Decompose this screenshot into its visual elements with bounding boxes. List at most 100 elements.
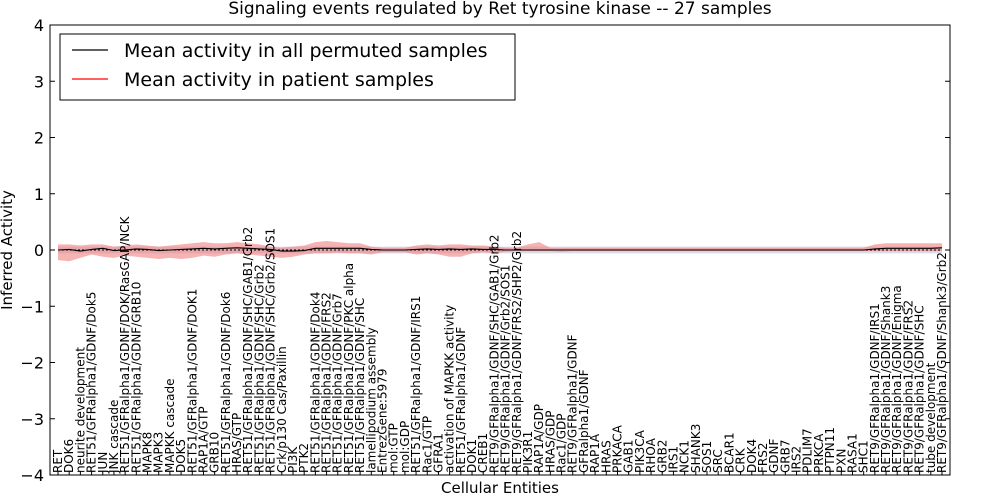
x-tick-label: MAPK3 xyxy=(152,432,166,473)
x-tick-label: RHOA xyxy=(644,437,658,473)
y-tick-label: 2 xyxy=(34,129,44,148)
x-tick-label: PI3K xyxy=(286,446,300,473)
x-tick-label: GFRA1 xyxy=(432,433,446,473)
y-tick-label: −2 xyxy=(20,354,44,373)
x-tick-label: SRC xyxy=(711,449,725,473)
x-tick-label: GAB1 xyxy=(622,440,636,473)
x-tick-label: PTPN11 xyxy=(823,427,837,473)
x-tick-label: RET9/GFRalpha1/GDNF/FRS2 xyxy=(901,300,915,473)
x-tick-label: RET51/GFRalpha1/GDNF/IRS1 xyxy=(409,296,423,473)
x-tick-label: HRAS/GTP xyxy=(230,413,244,473)
y-axis: 4 3 2 1 0 −1 −2 −3 −4 xyxy=(20,16,950,485)
x-axis-ticks xyxy=(57,471,943,475)
y-tick-label: −4 xyxy=(20,466,44,485)
x-axis-label: Cellular Entities xyxy=(441,479,559,497)
x-tick-label: GRB7 xyxy=(778,439,792,473)
x-tick-label: RET9/GFRalpha1/GDNF/Enigma xyxy=(890,285,904,473)
x-tick-label: CREB1 xyxy=(476,433,490,473)
x-tick-label: RAP1A xyxy=(588,433,602,473)
x-tick-label: RET9/GFRalpha1/GDNF xyxy=(566,334,580,473)
chart-title: Signaling events regulated by Ret tyrosi… xyxy=(228,0,771,19)
y-tick-label: 4 xyxy=(34,16,44,35)
x-tick-label: HRAS/GDP xyxy=(543,410,557,473)
x-tick-label: RET51/GFRalpha1/GDNF/PKC alpha xyxy=(342,263,356,473)
x-tick-label: FRS2 xyxy=(756,443,770,474)
x-tick-label: mol:GTP xyxy=(387,423,401,473)
x-tick-label: RAP1A/GTP xyxy=(197,406,211,473)
x-tick-label: RET51/GFRalpha1/GDNF/SHC xyxy=(353,298,367,473)
x-tick-label: activation of MAPKK activity xyxy=(443,305,457,473)
x-tick-label: RET xyxy=(51,449,65,473)
x-tick-label: JNK cascade xyxy=(107,400,121,474)
x-tick-label: RET51/GFRalpha1/GDNF/SHC/Grb2/SOS1 xyxy=(264,228,278,473)
x-tick-label: RAP1A/GDP xyxy=(532,404,546,473)
x-tick-label: PTK2 xyxy=(297,443,311,473)
x-tick-label: MAPK8 xyxy=(141,432,155,473)
x-tick-label: DOK5 xyxy=(174,439,188,473)
x-tick-label: RET9/GFRalpha1/GDNF/Shank3/Grb2 xyxy=(935,252,949,473)
x-tick-label: DOK6 xyxy=(62,439,76,473)
x-tick-label: PXN xyxy=(834,449,848,473)
x-tick-label: EntrezGene:5979 xyxy=(376,369,390,474)
y-axis-label: Inferred Activity xyxy=(0,190,16,310)
x-tick-label: Rac1/GDP xyxy=(555,414,569,473)
x-tick-label: Crk/p130 Cas/Paxillin xyxy=(275,346,289,473)
x-tick-label: GDNF xyxy=(767,438,781,473)
x-tick-label: Rac1/GTP xyxy=(420,416,434,473)
y-tick-label: 1 xyxy=(34,185,44,204)
x-tick-label: tube development xyxy=(924,362,938,473)
x-tick-label: RET9/GFRalpha1/GDNF/SHC xyxy=(913,305,927,473)
x-tick-label: CRK xyxy=(734,447,748,473)
y-tick-label: −3 xyxy=(20,410,44,429)
x-tick-label: JUN xyxy=(96,452,110,474)
legend-label-permuted: Mean activity in all permuted samples xyxy=(124,40,487,62)
x-tick-label: HRAS xyxy=(599,440,613,473)
patient-band xyxy=(58,241,942,262)
x-tick-label: RET51/GFRalpha1/GDNF/Dok6 xyxy=(219,292,233,473)
x-tick-label: RET51/GFRalpha1/GDNF/Dok4 xyxy=(308,292,322,473)
x-tick-label: RET9/GFRalpha1/GDNF/SHC/GAB1/Grb2 xyxy=(487,234,501,473)
x-tick-label: SOS1 xyxy=(700,441,714,473)
x-tick-label: MAPKK cascade xyxy=(163,378,177,473)
series-line-patient xyxy=(57,247,943,252)
x-tick-label: RASA1 xyxy=(846,433,860,473)
x-tick-label: PIK3CA xyxy=(633,429,647,473)
x-tick-label: PRKACA xyxy=(611,424,625,473)
x-tick-label: DOK1 xyxy=(465,439,479,473)
y-tick-label: −1 xyxy=(20,297,44,316)
x-tick-label: RET9/GFRalpha1/GDNF/FRS2/SHP2/Grb2 xyxy=(510,231,524,473)
x-tick-label: RET51/GFRalpha1/GDNF/Grb7 xyxy=(331,293,345,473)
x-tick-label: RET51/GFRalpha1/GDNF/SHC/Grb2 xyxy=(252,264,266,473)
x-tick-label: DOK4 xyxy=(745,439,759,473)
x-tick-label: IRS2 xyxy=(790,446,804,473)
x-tick-label: NCK1 xyxy=(678,440,692,473)
lines-layer xyxy=(57,247,943,252)
x-tick-label: mol:GDP xyxy=(398,421,412,473)
x-tick-label: SHC1 xyxy=(857,440,871,473)
x-tick-label: RET51/GFRalpha1/GDNF/DOK/RasGAP/NCK xyxy=(118,215,132,473)
x-tick-label: lamellipodium assembly xyxy=(364,327,378,473)
x-tick-label: SHANK3 xyxy=(689,424,703,473)
x-tick-label: neurite development xyxy=(73,347,87,473)
x-tick-label: RET9/GFRalpha1/GDNF/Shank3 xyxy=(879,286,893,473)
x-tick-label: GRB2 xyxy=(655,439,669,473)
x-tick-label: PIK3R1 xyxy=(521,431,535,473)
legend-box xyxy=(59,33,516,101)
x-tick-label: IRS1 xyxy=(666,446,680,473)
x-tick-label: RET51/GFRalpha1/GDNF xyxy=(454,327,468,473)
x-tick-label: GFRalpha1/GDNF xyxy=(577,369,591,473)
y-tick-label: 3 xyxy=(34,72,44,91)
x-tick-label: RET51/GFRalpha1/GDNF/GRB10 xyxy=(129,282,143,473)
x-tick-label: RET51/GFRalpha1/GDNF/Dok5 xyxy=(85,292,99,473)
x-tick-label: RET51/GFRalpha1/GDNF/SHC/GAB1/Grb2 xyxy=(241,227,255,473)
x-tick-label: BCAR1 xyxy=(722,432,736,473)
x-tick-label: GRB10 xyxy=(208,432,222,473)
legend-label-patient: Mean activity in patient samples xyxy=(124,69,434,91)
x-tick-label: RET9/GFRalpha1/GDNF/IRS1 xyxy=(868,303,882,473)
x-tick-label: RET9/GFRalpha1/GDNF/Grb2/SOS1 xyxy=(499,265,513,473)
x-tick-label: RET51/GFRalpha1/GDNF/DOK1 xyxy=(185,289,199,473)
x-tick-label: PDLIM7 xyxy=(801,428,815,473)
x-tick-label: RET51/GFRalpha1/GDNF/FRS2 xyxy=(320,292,334,473)
